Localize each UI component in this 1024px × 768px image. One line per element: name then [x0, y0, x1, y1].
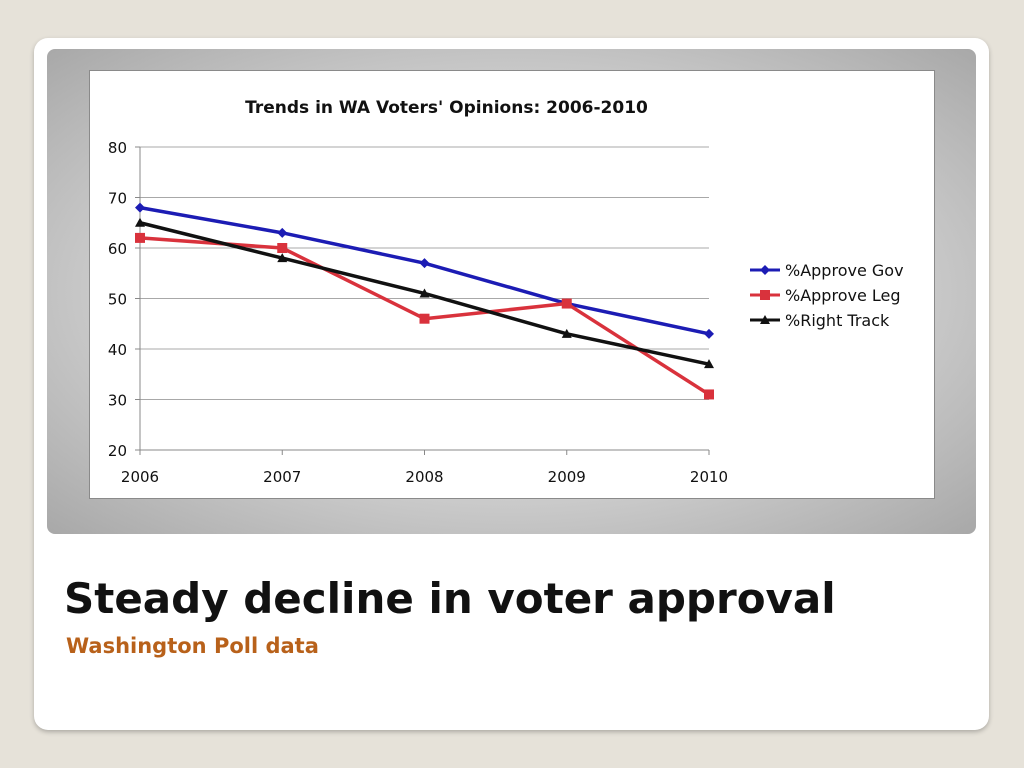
- legend-label: %Approve Leg: [785, 286, 901, 305]
- data-point: [277, 253, 288, 263]
- data-point: [561, 298, 572, 309]
- legend-entry: %Approve Gov: [750, 261, 904, 280]
- x-tick-label: 2007: [263, 468, 301, 486]
- data-point: [561, 328, 572, 338]
- legend-marker: [760, 315, 770, 324]
- data-point: [704, 328, 714, 339]
- data-point: [277, 227, 288, 238]
- y-tick-label: 50: [108, 291, 127, 309]
- legend-entry: %Approve Leg: [750, 286, 901, 305]
- legend-entry: %Right Track: [750, 311, 890, 330]
- y-tick-label: 80: [108, 139, 127, 157]
- data-point: [419, 288, 430, 298]
- y-tick-label: 20: [108, 442, 127, 460]
- x-tick-label: 2009: [548, 468, 586, 486]
- data-point: [704, 389, 714, 400]
- y-tick-label: 40: [108, 341, 127, 359]
- x-tick-label: 2006: [121, 468, 159, 486]
- data-point: [135, 202, 145, 213]
- data-point: [135, 232, 145, 243]
- data-point: [419, 258, 430, 269]
- y-tick-label: 70: [108, 190, 127, 208]
- data-point: [135, 217, 145, 227]
- data-point: [277, 243, 288, 253]
- legend-marker: [760, 265, 770, 275]
- legend-label: %Approve Gov: [785, 261, 904, 280]
- y-tick-label: 30: [108, 392, 127, 410]
- data-point: [704, 359, 714, 369]
- y-tick-label: 60: [108, 240, 127, 258]
- line-chart: Trends in WA Voters' Opinions: 2006-2010…: [108, 98, 904, 486]
- data-point: [419, 313, 430, 324]
- chart-area: Trends in WA Voters' Opinions: 2006-2010…: [89, 70, 935, 499]
- legend-label: %Right Track: [785, 311, 890, 330]
- chart-title: Trends in WA Voters' Opinions: 2006-2010: [245, 98, 648, 118]
- x-tick-label: 2008: [405, 468, 443, 486]
- series-3: [135, 217, 714, 369]
- legend-marker: [760, 290, 770, 300]
- slide-subtitle: Washington Poll data: [66, 634, 319, 658]
- x-tick-label: 2010: [690, 468, 728, 486]
- slide-title: Steady decline in voter approval: [64, 574, 836, 623]
